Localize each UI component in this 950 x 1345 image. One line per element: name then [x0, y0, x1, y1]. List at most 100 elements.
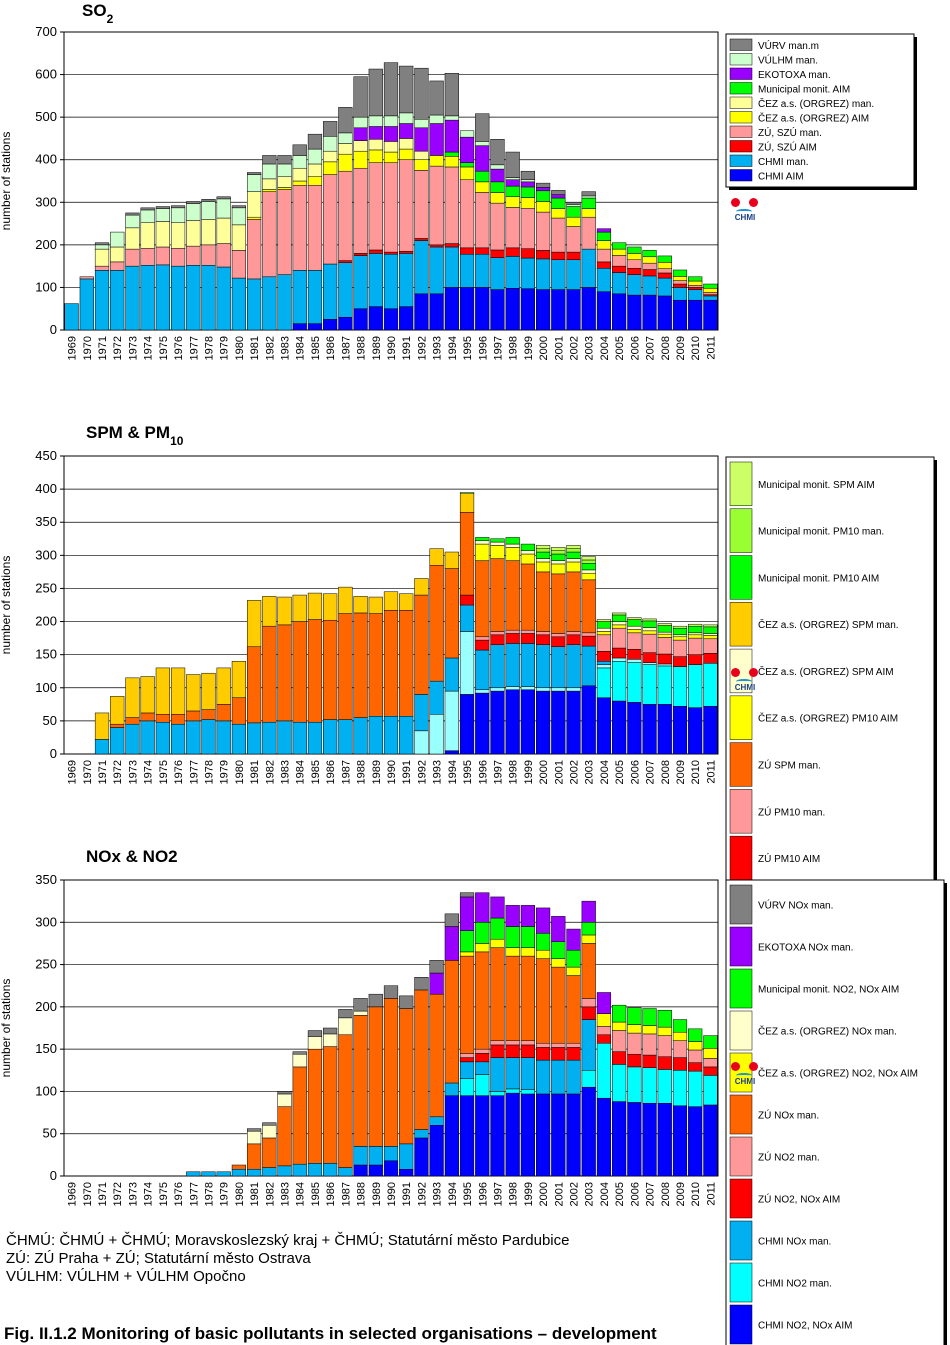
bar-segment	[125, 214, 140, 229]
bar-segment	[277, 1091, 292, 1095]
bar-segment	[520, 257, 535, 289]
bar-segment	[505, 1044, 520, 1058]
bar-segment	[505, 179, 520, 187]
x-tick-label: 1990	[386, 1182, 398, 1206]
legend-label: ZÚ NO2 man.	[758, 1151, 820, 1164]
bar-segment	[505, 1092, 520, 1177]
bar-segment	[535, 933, 551, 951]
bar-segment	[125, 248, 140, 267]
bar-segment	[535, 182, 551, 188]
bar-segment	[535, 1042, 551, 1048]
bar-segment	[459, 955, 475, 1054]
x-tick-label: 1972	[112, 760, 124, 784]
x-tick-label: 2006	[629, 760, 641, 784]
bar-segment	[247, 1168, 262, 1177]
bar-segment	[475, 943, 490, 953]
bar-segment	[505, 196, 520, 208]
bar-segment	[612, 1004, 627, 1023]
x-tick-label: 2001	[553, 760, 565, 784]
bar-segment	[170, 667, 186, 715]
legend-label: CHMI man.	[758, 157, 809, 168]
bar-segment	[505, 256, 520, 289]
x-tick-label: 1986	[325, 1182, 337, 1206]
bar-segment	[475, 692, 490, 755]
x-tick-label: 1999	[523, 336, 535, 360]
bar-segment	[505, 926, 520, 948]
bar-segment	[292, 185, 307, 271]
bar-segment	[383, 716, 399, 755]
bar-segment	[277, 274, 292, 331]
bar-segment	[459, 179, 475, 249]
bar-segment	[368, 1146, 383, 1166]
bar-segment	[672, 283, 688, 288]
bar-segment	[140, 222, 155, 249]
legend-swatch	[729, 53, 753, 66]
bar-segment	[581, 1086, 596, 1177]
x-tick-label: 1983	[280, 1182, 292, 1206]
bar-segment	[459, 1078, 475, 1096]
x-tick-label: 2007	[645, 1182, 657, 1206]
bar-segment	[186, 265, 201, 331]
bar-segment	[657, 1069, 672, 1104]
x-tick-label: 1976	[173, 336, 185, 360]
bar-segment	[535, 1047, 551, 1061]
x-tick-label: 2011	[705, 336, 717, 360]
bar-segment	[429, 565, 444, 682]
bar-segment	[596, 661, 612, 665]
bar-segment	[566, 216, 581, 227]
bar-segment	[399, 148, 414, 160]
bar-segment	[170, 265, 186, 331]
bar-segment	[535, 687, 551, 692]
bar-segment	[703, 295, 718, 301]
bar-segment	[383, 162, 399, 253]
bar-segment	[262, 189, 277, 192]
bar-segment	[201, 244, 216, 266]
bar-segment	[125, 717, 140, 725]
y-axis-label: number of stations	[0, 979, 13, 1078]
bar-segment	[703, 292, 718, 295]
bar-segment	[657, 1009, 672, 1028]
bar-segment	[414, 170, 429, 239]
y-tick-label: 450	[35, 448, 57, 463]
bar-segment	[459, 594, 475, 606]
legend-label: VÚRV NOx man.	[758, 899, 833, 912]
y-tick-label: 250	[35, 580, 57, 595]
bar-segment	[459, 604, 475, 632]
bar-segment	[277, 187, 292, 190]
bar-segment	[247, 722, 262, 755]
x-tick-label: 1977	[188, 336, 200, 360]
bar-segment	[535, 250, 551, 260]
legend-label: Municipal monit. PM10 man.	[758, 527, 884, 538]
x-tick-label: 1999	[523, 760, 535, 784]
bar-segment	[672, 280, 688, 285]
chmi-logo: CHMI	[728, 666, 762, 696]
bar-segment	[444, 243, 459, 248]
bar-segment	[627, 268, 642, 275]
legend-swatch	[729, 555, 753, 600]
bar-segment	[596, 619, 612, 622]
bar-segment	[672, 1070, 688, 1107]
x-tick-label: 1971	[97, 760, 109, 784]
x-tick-label: 2004	[599, 336, 611, 360]
legend-swatch	[729, 602, 753, 647]
bar-segment	[566, 561, 581, 573]
bar-segment	[186, 710, 201, 722]
bar-segment	[262, 596, 277, 627]
bar-segment	[535, 958, 551, 1044]
x-tick-label: 1982	[264, 336, 276, 360]
bar-segment	[642, 262, 657, 270]
bar-segment	[353, 612, 368, 718]
legend-label: ČEZ a.s. (ORGREZ) NOx man.	[758, 1025, 897, 1038]
bar-segment	[125, 723, 140, 755]
bar-segment	[688, 634, 703, 639]
bar-segment	[475, 141, 490, 146]
bar-segment	[383, 1160, 399, 1177]
bar-segment	[125, 265, 140, 331]
bar-segment	[323, 263, 338, 320]
bar-segment	[581, 934, 596, 944]
bar-segment	[247, 216, 262, 220]
bar-segment	[459, 130, 475, 138]
bar-segment	[231, 1168, 247, 1177]
bar-segment	[292, 155, 307, 169]
bar-segment	[490, 896, 505, 919]
